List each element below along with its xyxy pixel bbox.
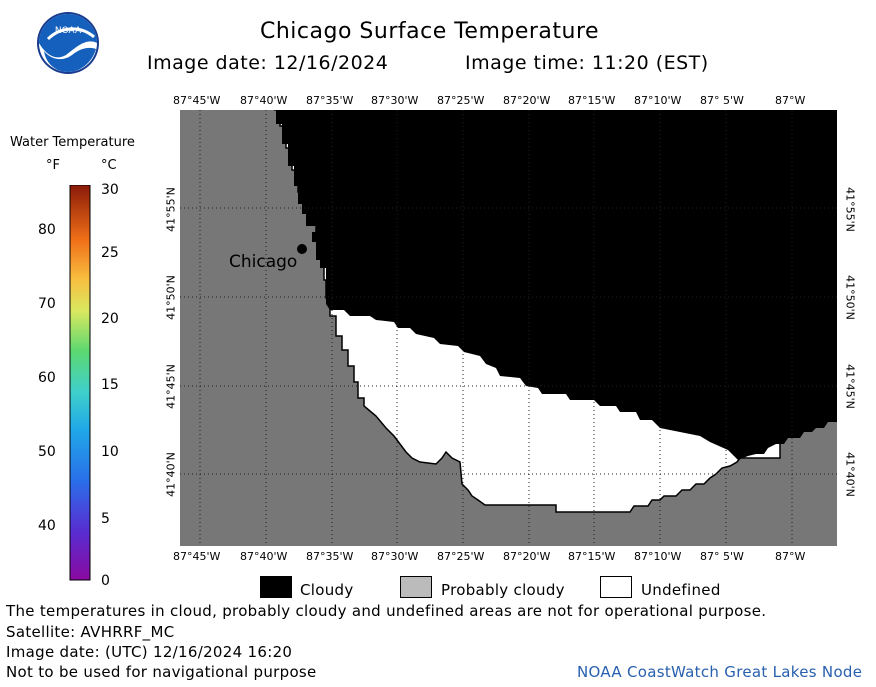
lon-label-top: 87°W — [775, 94, 806, 107]
lat-label-right: 41°45'N — [843, 364, 857, 409]
legend-cloudy-swatch — [260, 576, 292, 598]
footer-utc-date: Image date: (UTC) 12/16/2024 16:20 — [6, 643, 293, 661]
lon-label-bottom: 87° 5'W — [700, 550, 744, 563]
lon-label-bottom: 87°35'W — [306, 550, 354, 563]
colorbar-c-label: 0 — [101, 573, 110, 589]
lon-label-bottom: 87°15'W — [568, 550, 616, 563]
graticule — [180, 110, 837, 546]
colorbar-c-label: 30 — [101, 182, 119, 198]
lon-label-bottom: 87°40'W — [240, 550, 288, 563]
lon-label-bottom: 87°10'W — [634, 550, 682, 563]
lon-label-bottom: 87°W — [775, 550, 806, 563]
lon-label-top: 87°15'W — [568, 94, 616, 107]
colorbar-f-label: 80 — [38, 222, 56, 238]
colorbar-c-label: 20 — [101, 311, 119, 327]
lon-label-top: 87°20'W — [503, 94, 551, 107]
lat-label-right: 41°55'N — [843, 187, 857, 232]
colorbar-unit-f: °F — [46, 158, 60, 173]
chicago-label: Chicago — [229, 252, 298, 272]
lon-label-top: 87°10'W — [634, 94, 682, 107]
image-date: Image date: 12/16/2024 — [147, 52, 389, 74]
lon-label-top: 87°35'W — [306, 94, 354, 107]
colorbar-c-label: 15 — [101, 377, 119, 393]
lat-label-right: 41°40'N — [843, 452, 857, 497]
lon-label-top: 87°25'W — [437, 94, 485, 107]
lat-label-left: 41°55'N — [164, 187, 178, 232]
lon-label-bottom: 87°45'W — [173, 550, 221, 563]
colorbar-unit-c: °C — [101, 158, 117, 173]
colorbar — [69, 185, 91, 581]
colorbar-f-label: 70 — [38, 296, 56, 312]
legend-cloudy-label: Cloudy — [300, 581, 354, 599]
lon-label-bottom: 87°25'W — [437, 550, 485, 563]
colorbar-c-label: 25 — [101, 245, 119, 261]
lon-label-bottom: 87°20'W — [503, 550, 551, 563]
cloudy-area — [276, 110, 837, 460]
lat-label-right: 41°50'N — [843, 275, 857, 320]
colorbar-f-label: 50 — [38, 444, 56, 460]
lon-label-bottom: 87°30'W — [371, 550, 419, 563]
image-time: Image time: 11:20 (EST) — [465, 52, 709, 74]
map-panel — [180, 110, 837, 546]
legend-undefined-label: Undefined — [641, 581, 721, 599]
footer-nav-warning: Not to be used for navigational purpose — [6, 663, 317, 681]
colorbar-title: Water Temperature — [10, 135, 135, 150]
colorbar-f-label: 60 — [38, 370, 56, 386]
chicago-marker — [297, 244, 307, 254]
page-title: Chicago Surface Temperature — [260, 19, 600, 44]
lat-label-left: 41°50'N — [164, 275, 178, 320]
colorbar-c-label: 10 — [101, 444, 119, 460]
footer-credit: NOAA CoastWatch Great Lakes Node — [577, 663, 863, 681]
lon-label-top: 87°45'W — [173, 94, 221, 107]
lon-label-top: 87° 5'W — [700, 94, 744, 107]
footer-satellite: Satellite: AVHRRF_MC — [6, 623, 175, 641]
logo-text: NOAA — [55, 26, 82, 36]
lon-label-top: 87°40'W — [240, 94, 288, 107]
lon-label-top: 87°30'W — [371, 94, 419, 107]
legend-probably-cloudy-swatch — [400, 576, 432, 598]
legend-undefined-swatch — [600, 576, 632, 598]
lat-label-left: 41°40'N — [164, 452, 178, 497]
noaa-logo: NOAA — [37, 12, 99, 74]
footer-note: The temperatures in cloud, probably clou… — [6, 602, 767, 620]
legend-probably-cloudy-label: Probably cloudy — [441, 581, 565, 599]
colorbar-f-label: 40 — [38, 518, 56, 534]
colorbar-c-label: 5 — [101, 511, 110, 527]
lat-label-left: 41°45'N — [164, 364, 178, 409]
